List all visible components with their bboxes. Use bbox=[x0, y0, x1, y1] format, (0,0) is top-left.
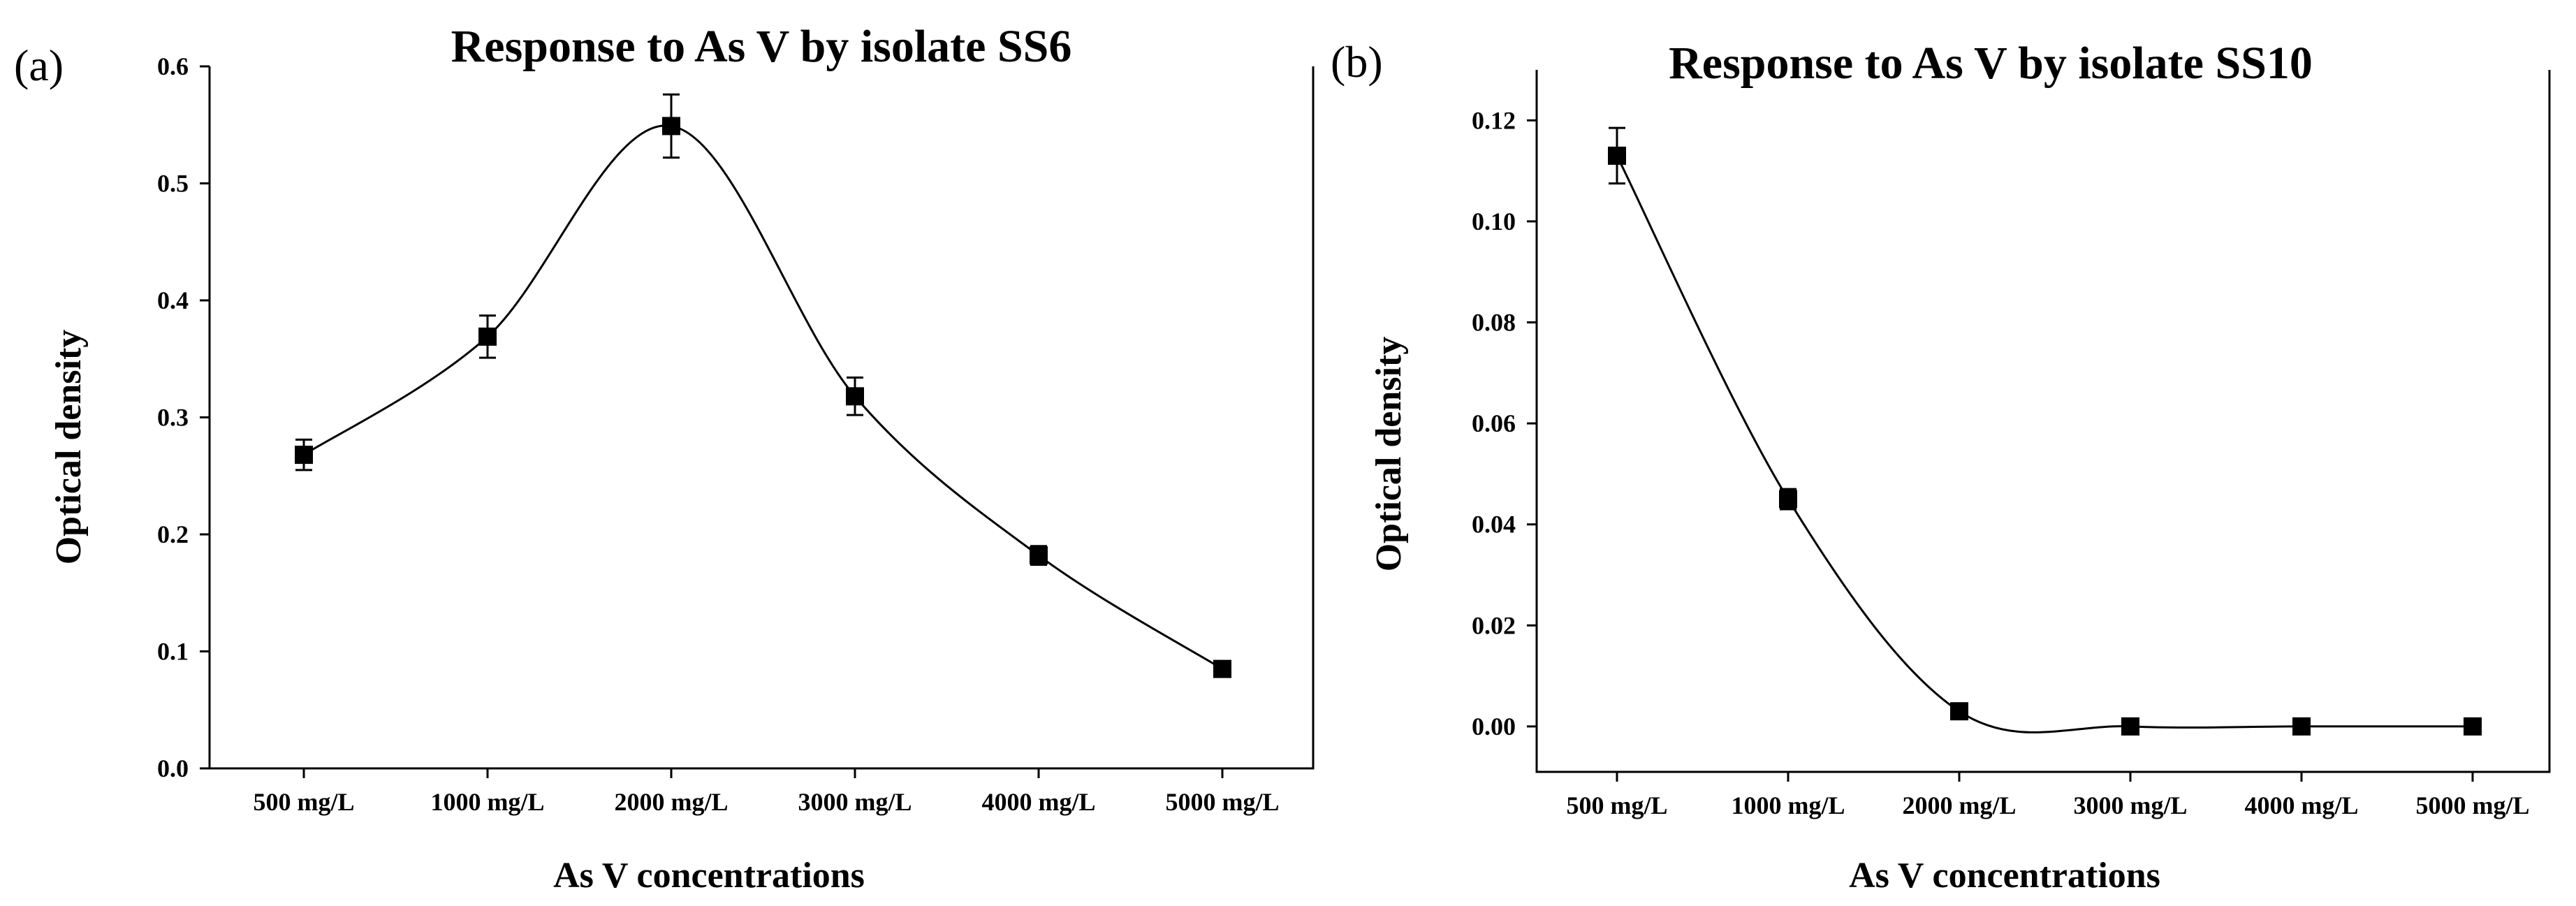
panel-b-data-point bbox=[1779, 490, 1797, 509]
panel-a-y-tick-label: 0.0 bbox=[157, 754, 189, 782]
panel-b-title: Response to As V by isolate SS10 bbox=[1669, 38, 2313, 89]
panel-a-data-point bbox=[846, 387, 864, 406]
panel-b-data-point bbox=[1950, 702, 1968, 721]
chart-panel-a: (a) Response to As V by isolate SS6 0.00… bbox=[14, 21, 1315, 896]
panel-b-x-axis-label: As V concentrations bbox=[1849, 856, 2160, 896]
chart-panel-b: (b) Response to As V by isolate SS10 0.0… bbox=[1331, 37, 2551, 896]
panel-b-axes: 0.00 0.02 0.04 0.06 0.08 0.10 0.12 500 mg/L 1000… bbox=[1472, 70, 2551, 819]
panel-b-x-tick-label: 4000 mg/L bbox=[2244, 791, 2358, 819]
panel-b-x-tick-label: 3000 mg/L bbox=[2073, 791, 2187, 819]
panel-b-data-point bbox=[1608, 146, 1626, 165]
panel-a-y-tick-label: 0.3 bbox=[157, 404, 189, 432]
panel-a-x-tick-label: 4000 mg/L bbox=[981, 788, 1095, 816]
panel-b-series-line bbox=[1616, 155, 2473, 733]
panel-b-x-tick-label: 2000 mg/L bbox=[1902, 791, 2016, 819]
panel-a-y-axis-label: Optical density bbox=[49, 330, 89, 565]
panel-b-letter: (b) bbox=[1331, 37, 1383, 87]
panel-a-y-tick-label: 0.5 bbox=[157, 170, 189, 198]
panel-a-data-point bbox=[662, 117, 680, 136]
panel-a-x-tick-label: 1000 mg/L bbox=[430, 788, 544, 816]
panel-a-x-tick-label: 500 mg/L bbox=[253, 788, 354, 816]
panel-a-series-line bbox=[303, 124, 1223, 670]
panel-b-data-point bbox=[2292, 717, 2311, 736]
panel-a-y-tick-label: 0.2 bbox=[157, 520, 189, 548]
panel-a-x-tick-label: 3000 mg/L bbox=[798, 788, 912, 816]
panel-a-data-point bbox=[478, 327, 497, 346]
panel-b-y-axis-label: Optical density bbox=[1369, 337, 1409, 572]
panel-a-data-point bbox=[1213, 659, 1231, 678]
panel-a-x-axis-label: As V concentrations bbox=[553, 856, 865, 896]
panel-b-data-point bbox=[2121, 717, 2139, 736]
panel-b-x-tick-label: 1000 mg/L bbox=[1731, 791, 1845, 819]
panel-b-y-tick-label: 0.10 bbox=[1472, 207, 1516, 235]
panel-b-x-tick-label: 5000 mg/L bbox=[2415, 791, 2529, 819]
panel-a-y-tick-label: 0.4 bbox=[157, 286, 189, 314]
panel-a-title: Response to As V by isolate SS6 bbox=[451, 21, 1072, 72]
panel-a-axes: 0.0 0.1 0.2 0.3 0.4 0.5 0.6 500 mg/L 1000 mg/L 20… bbox=[157, 52, 1315, 816]
panel-a-letter: (a) bbox=[14, 41, 64, 90]
panel-a-x-tick-label: 5000 mg/L bbox=[1165, 788, 1279, 816]
panel-a-x-tick-label: 2000 mg/L bbox=[614, 788, 728, 816]
panel-b-data-point bbox=[2464, 717, 2482, 736]
panel-a-axis-frame bbox=[208, 66, 1315, 770]
panel-a-data-point bbox=[1030, 546, 1048, 565]
panel-b-y-tick-label: 0.08 bbox=[1472, 309, 1516, 337]
panel-a-y-tick-label: 0.1 bbox=[157, 638, 189, 666]
panel-b-y-tick-label: 0.02 bbox=[1472, 611, 1516, 639]
panel-b-x-tick-label: 500 mg/L bbox=[1566, 791, 1667, 819]
panel-a-y-tick-label: 0.6 bbox=[157, 52, 189, 80]
panel-b-y-tick-label: 0.04 bbox=[1472, 511, 1516, 539]
panel-b-y-tick-label: 0.06 bbox=[1472, 409, 1516, 437]
panel-b-axis-frame bbox=[1535, 70, 2551, 773]
panel-b-y-tick-label: 0.00 bbox=[1472, 713, 1516, 740]
panel-b-y-tick-label: 0.12 bbox=[1472, 106, 1516, 134]
panel-a-data-point bbox=[295, 446, 313, 465]
